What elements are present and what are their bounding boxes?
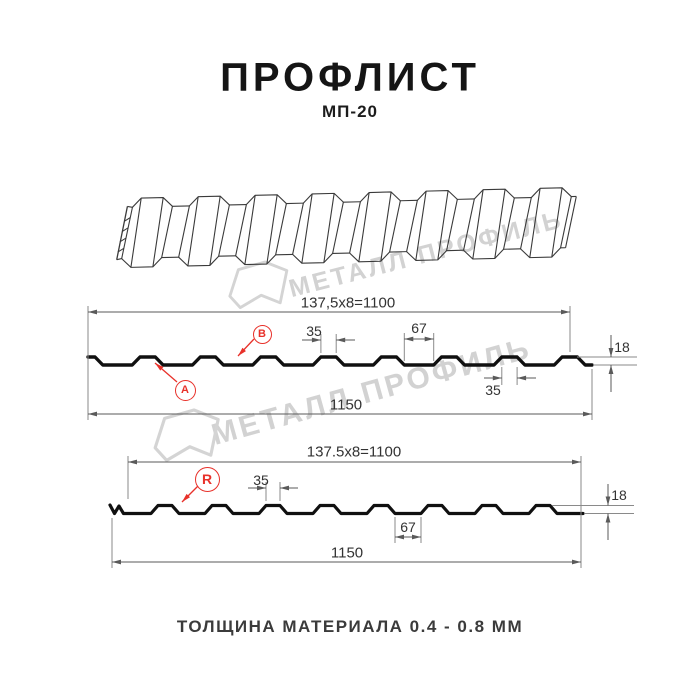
point-label-r: R [194, 466, 220, 492]
dim-pitch-formula-top: 137,5x8=1100 [300, 294, 396, 312]
dim-crest-width: 35 [253, 472, 269, 488]
material-thickness-note: ТОЛЩИНА МАТЕРИАЛА 0.4 - 0.8 ММ [176, 617, 524, 636]
dim-overall-width-bottom: 1150 [330, 544, 364, 562]
dim-valley-width-top: 67 [411, 320, 427, 336]
dim-crest-width-top: 35 [306, 323, 322, 339]
dim-height-bottom: 18 [611, 487, 627, 503]
point-label-b: B [252, 324, 272, 344]
product-code: МП-20 [322, 102, 378, 121]
point-label-a: A [174, 379, 196, 401]
page-title: ПРОФЛИСТ [220, 55, 480, 100]
dim-height-top: 18 [614, 339, 630, 355]
dim-overall-width-top: 1150 [329, 396, 363, 414]
dim-pitch-formula-bottom: 137.5x8=1100 [306, 443, 402, 461]
dim-crest-width-bottom: 35 [485, 382, 501, 398]
dim-valley-width-bottom: 67 [400, 519, 416, 535]
